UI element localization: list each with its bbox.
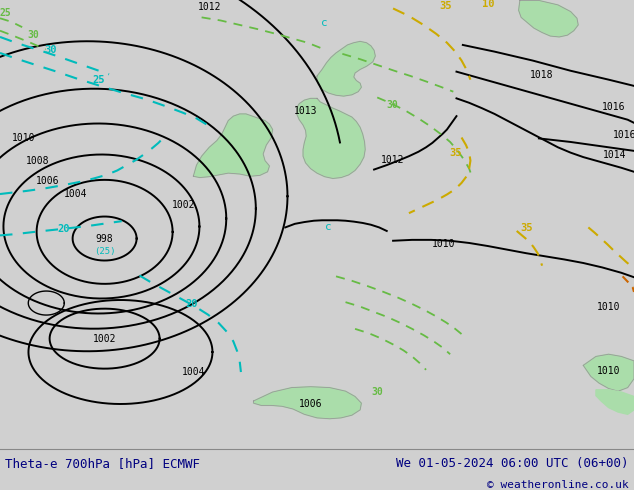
Text: 1013: 1013 xyxy=(294,106,318,116)
Text: 20: 20 xyxy=(57,224,70,234)
Text: 1004: 1004 xyxy=(64,189,88,199)
Text: 1012: 1012 xyxy=(197,2,221,12)
Text: 1006: 1006 xyxy=(36,176,60,186)
Text: 25: 25 xyxy=(92,74,105,85)
Text: 1002: 1002 xyxy=(172,200,196,210)
Text: 1010: 1010 xyxy=(432,239,456,249)
Text: 1004: 1004 xyxy=(181,367,205,377)
Polygon shape xyxy=(583,354,634,391)
Polygon shape xyxy=(519,0,578,37)
Text: 30: 30 xyxy=(386,100,398,110)
Text: 1010: 1010 xyxy=(12,133,36,144)
Text: 30: 30 xyxy=(27,30,39,40)
Text: 35: 35 xyxy=(520,223,533,233)
Text: 10: 10 xyxy=(482,0,495,9)
Polygon shape xyxy=(254,387,361,419)
Text: 1018: 1018 xyxy=(530,70,554,80)
Text: 1002: 1002 xyxy=(93,334,117,343)
Text: c: c xyxy=(325,222,332,232)
Text: 1014: 1014 xyxy=(603,150,627,160)
Text: 35: 35 xyxy=(439,1,451,11)
Text: Theta-e 700hPa [hPa] ECMWF: Theta-e 700hPa [hPa] ECMWF xyxy=(5,457,200,470)
Text: 30: 30 xyxy=(44,45,57,55)
Text: 25: 25 xyxy=(0,8,11,18)
Polygon shape xyxy=(317,41,375,96)
Text: We 01-05-2024 06:00 UTC (06+00): We 01-05-2024 06:00 UTC (06+00) xyxy=(396,457,629,470)
Text: © weatheronline.co.uk: © weatheronline.co.uk xyxy=(487,480,629,490)
Text: c: c xyxy=(321,18,328,28)
Text: (25): (25) xyxy=(94,247,115,256)
Polygon shape xyxy=(193,114,273,177)
Polygon shape xyxy=(596,390,634,415)
Polygon shape xyxy=(297,98,365,178)
Text: 1010: 1010 xyxy=(597,366,621,376)
Text: 35: 35 xyxy=(449,147,462,158)
Text: 1016: 1016 xyxy=(602,102,626,112)
Text: 1016: 1016 xyxy=(612,130,634,140)
Text: 20: 20 xyxy=(185,299,198,309)
Text: 1012: 1012 xyxy=(381,155,405,165)
Text: 998: 998 xyxy=(96,234,113,244)
Text: 1010: 1010 xyxy=(597,302,621,312)
Text: 1008: 1008 xyxy=(26,156,50,166)
Text: 30: 30 xyxy=(372,387,383,397)
Text: 1006: 1006 xyxy=(299,399,323,409)
